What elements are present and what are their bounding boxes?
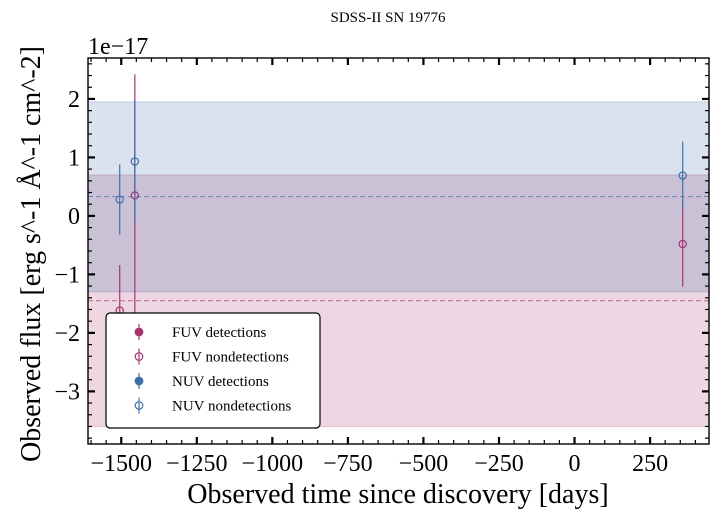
legend-marker [134, 376, 144, 386]
legend: FUV detections FUV nondetections NUV detec… [105, 312, 321, 429]
y-tick-label: 2 [68, 87, 80, 113]
y-tick-label: −1 [54, 262, 80, 288]
legend-marker [134, 352, 144, 361]
legend-label: FUV detections [172, 325, 266, 341]
axis-ticks: −1500 −1250 −1000 −750 −500 −250 0 250 −3 −2 −1 0 1 2 [54, 58, 709, 477]
chart-title: SDSS-II SN 19776 [330, 10, 446, 26]
legend-label: FUV nondetections [172, 350, 289, 366]
y-tick-label: −3 [54, 379, 80, 405]
x-tick-label: −1500 [90, 451, 152, 477]
y-tick-label: 1 [68, 145, 80, 171]
legend-label: NUV detections [172, 374, 269, 390]
y-axis-label: Observed flux [erg s^-1 Å^-1 cm^-2] [16, 46, 47, 462]
x-tick-label: −500 [399, 451, 449, 477]
legend-box [105, 312, 321, 429]
data-point [678, 171, 687, 180]
data-point [115, 195, 124, 204]
axes-frame [87, 57, 710, 445]
x-tick-label: 0 [569, 451, 581, 477]
x-tick-label: −1250 [166, 451, 228, 477]
band-area [88, 101, 709, 292]
legend-marker [134, 327, 144, 337]
x-axis-label: Observed time since discovery [days] [187, 479, 608, 510]
y-tick-label: 0 [68, 204, 80, 230]
legend-marker [134, 401, 144, 410]
x-tick-label: −250 [474, 451, 524, 477]
x-tick-label: −1000 [242, 451, 304, 477]
x-tick-label: −750 [323, 451, 373, 477]
data-point [130, 157, 140, 166]
y-tick-label: −2 [54, 321, 80, 347]
x-tick-label: 250 [632, 451, 668, 477]
y-offset-label: 1e−17 [88, 34, 148, 60]
legend-label: NUV nondetections [172, 399, 291, 415]
data-point [678, 239, 687, 249]
